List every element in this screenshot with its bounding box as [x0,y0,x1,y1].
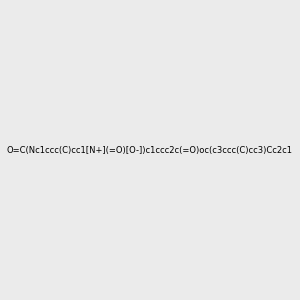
Text: O=C(Nc1ccc(C)cc1[N+](=O)[O-])c1ccc2c(=O)oc(c3ccc(C)cc3)Cc2c1: O=C(Nc1ccc(C)cc1[N+](=O)[O-])c1ccc2c(=O)… [7,146,293,154]
